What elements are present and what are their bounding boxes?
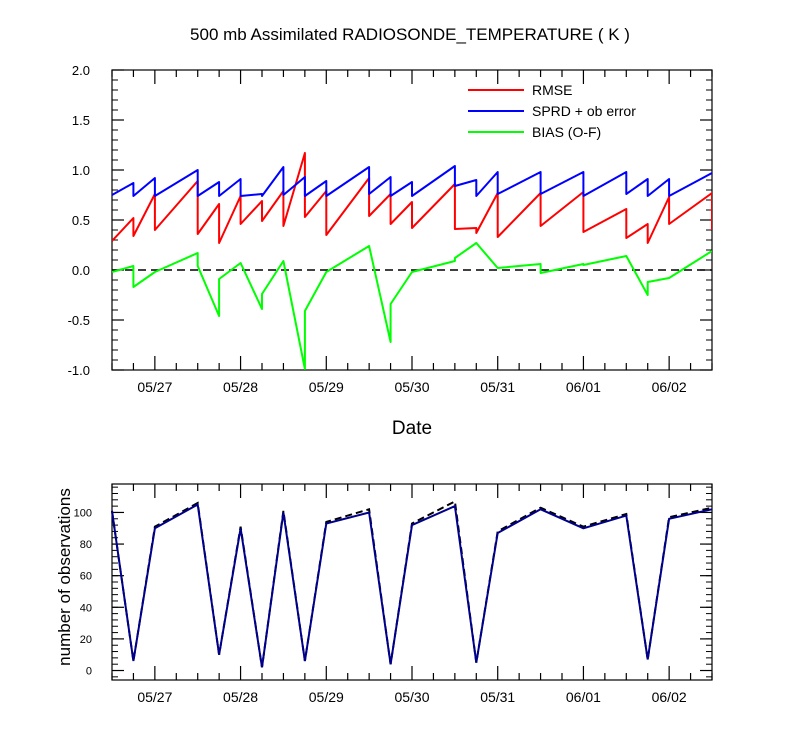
rmse-line: [112, 152, 712, 244]
chart-title: 500 mb Assimilated RADIOSONDE_TEMPERATUR…: [190, 25, 630, 44]
y-axis-label-bottom: number of observations: [55, 488, 74, 666]
bottom-plot: 05/27 05/28 05/29 05/30 05/31 06/01 06/02 100 80…: [74, 483, 713, 705]
bottom-ytick-label: 40: [80, 602, 92, 614]
obs-count-solid-line: [111, 502, 713, 668]
top-ytick-label: 0.0: [72, 263, 90, 278]
top-xtick-label: 05/30: [394, 379, 429, 395]
top-ytick-label: 0.5: [72, 213, 90, 228]
top-ytick-label: 2.0: [72, 63, 90, 78]
bottom-ytick-label: 20: [80, 634, 92, 646]
bottom-xtick-label: 05/29: [309, 689, 344, 705]
top-xtick-label: 05/28: [223, 379, 258, 395]
sprd-line: [112, 165, 712, 197]
bottom-ytick-label: 100: [74, 507, 92, 519]
bottom-ytick-label: 60: [80, 571, 92, 583]
bottom-xtick-label: 06/02: [652, 689, 687, 705]
bottom-ytick-label: 0: [86, 666, 92, 678]
top-plot: 05/27 05/28 05/29 05/30 05/31 06/01 06/02 2.0 1.…: [68, 63, 713, 395]
bottom-xtick-label: 05/28: [223, 689, 258, 705]
top-xtick-label: 05/29: [309, 379, 344, 395]
top-ytick-label: 1.5: [72, 113, 90, 128]
top-xtick-label: 06/02: [652, 379, 687, 395]
top-xtick-label: 05/27: [137, 379, 172, 395]
bottom-ytick-label: 80: [80, 539, 92, 551]
top-ytick-label: 1.0: [72, 163, 90, 178]
top-ytick-label: -0.5: [68, 313, 90, 328]
bottom-xtick-label: 06/01: [566, 689, 601, 705]
bottom-xtick-label: 05/31: [480, 689, 515, 705]
bottom-xtick-label: 05/27: [137, 689, 172, 705]
bottom-xtick-label: 05/30: [394, 689, 429, 705]
x-axis-label: Date: [392, 418, 432, 439]
legend-label-rmse: RMSE: [532, 82, 572, 98]
top-xtick-label: 06/01: [566, 379, 601, 395]
legend: RMSE SPRD + ob error BIAS (O-F): [468, 82, 636, 140]
bias-line: [112, 242, 712, 370]
top-ytick-label: -1.0: [68, 363, 90, 378]
bottom-frame: [111, 483, 713, 681]
legend-label-sprd: SPRD + ob error: [532, 103, 636, 119]
top-xtick-label: 05/31: [480, 379, 515, 395]
legend-label-bias: BIAS (O-F): [532, 124, 601, 140]
